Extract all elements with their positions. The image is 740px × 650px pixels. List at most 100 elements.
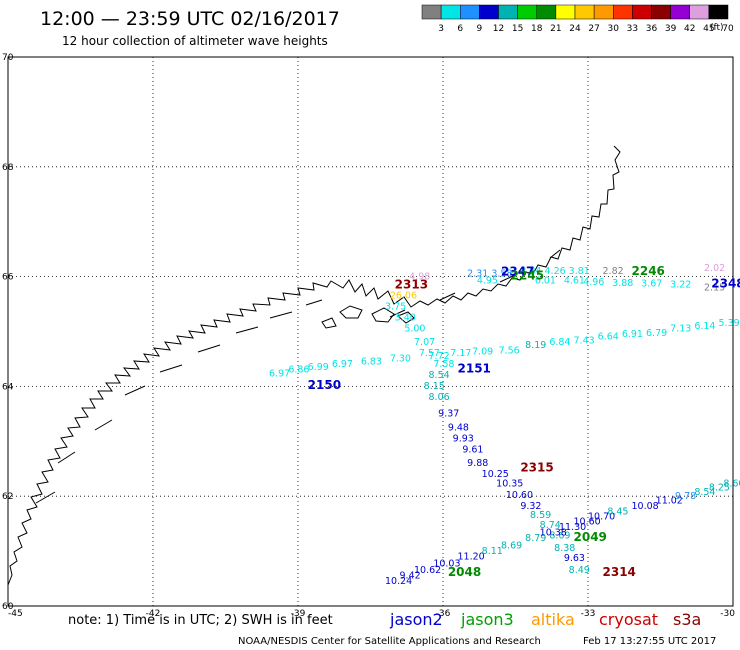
swh-point-label: 3.40 (395, 313, 416, 324)
swh-point-label: 7.43 (574, 336, 595, 347)
swh-point-label: 9.32 (520, 501, 541, 512)
colorbar-label: 9 (477, 24, 483, 34)
swh-points: 2.313.583.844.263.812.822.023.864.956.01… (269, 263, 740, 587)
swh-point-label: 5.39 (719, 318, 740, 329)
swh-point-label: 6.14 (694, 321, 715, 332)
x-tick-label: -42 (146, 609, 161, 619)
swh-point-label: 3.58 (491, 269, 512, 280)
swh-point-label: 4.95 (477, 276, 498, 287)
swh-point-label: 7.72 (429, 351, 450, 362)
colorbar-label: 6 (457, 24, 463, 34)
swh-point-label: 7.17 (450, 348, 471, 359)
legend-altika: altika (531, 610, 575, 629)
colorbar-unit: (ft) (710, 23, 724, 33)
swh-point-label: 7.07 (414, 337, 435, 348)
swh-point-label: 10.60 (574, 517, 601, 528)
legend-jason3: jason3 (460, 610, 514, 629)
colorbar-label: 12 (493, 24, 504, 34)
x-tick-label: -36 (436, 609, 451, 619)
colorbar-label: 39 (665, 24, 677, 34)
x-tick-label: -45 (8, 609, 23, 619)
swh-point-label: 3.88 (612, 278, 633, 289)
pass-label: 2049 (574, 530, 607, 544)
swh-point-label: 7.58 (433, 359, 454, 370)
colorbar-swatch (536, 4, 557, 20)
colorbar-label: 33 (627, 24, 638, 34)
swh-point-label: 10.38 (540, 528, 567, 539)
swh-point-label: 8.69 (501, 540, 522, 551)
swh-point-label: 3.67 (641, 278, 662, 289)
swh-point-label: 8.15 (424, 381, 445, 392)
swh-point-label: 4.96 (583, 277, 604, 288)
swh-point-label: 2.31 (467, 269, 488, 280)
colorbar-swatch (574, 4, 595, 20)
swh-point-label: 6.84 (549, 337, 570, 348)
swh-point-label: 8.60 (723, 478, 740, 489)
swh-point-label: 8.11 (482, 546, 503, 557)
swh-point-label: 10.70 (588, 511, 615, 522)
colorbar-swatch (421, 4, 442, 20)
colorbar-label: 18 (531, 24, 543, 34)
swh-point-label: 8.06 (429, 392, 450, 403)
gridlines (8, 57, 733, 606)
swh-point-label: 8.49 (569, 565, 590, 576)
swh-point-label: 9.61 (462, 444, 483, 455)
swh-point-label: 6.64 (598, 332, 619, 343)
swh-point-label: 8.38 (554, 543, 575, 554)
swh-point-label: 8.19 (525, 340, 546, 351)
pass-label: 2151 (458, 362, 491, 376)
coastline-islands (321, 305, 415, 329)
swh-point-label: 5.00 (404, 324, 425, 335)
colorbar-swatch (498, 4, 518, 20)
swh-point-label: 3.81 (569, 266, 590, 277)
chart-subtitle: 12 hour collection of altimeter wave hei… (62, 34, 328, 48)
y-tick-label: 62 (2, 492, 13, 502)
colorbar-swatch (689, 4, 710, 20)
swh-point-label: 8.79 (525, 533, 546, 544)
colorbar-label: 27 (588, 24, 599, 34)
pass-label: 2048 (448, 565, 481, 579)
colorbar-swatch (440, 4, 461, 20)
colorbar-swatch (632, 4, 652, 20)
colorbar-swatch (613, 4, 633, 20)
swh-point-label: 6.79 (646, 328, 667, 339)
swh-point-label: 2.82 (603, 266, 624, 277)
legend-cryosat: cryosat (599, 610, 658, 629)
swh-point-label: 7.13 (670, 324, 691, 335)
legend-s3a: s3a (673, 610, 701, 629)
chart-title: 12:00 — 23:59 UTC 02/16/2017 (40, 8, 340, 30)
colorbar-swatch (593, 4, 614, 20)
colorbar-swatch (517, 4, 537, 20)
greenland-coastline (7, 145, 621, 586)
pass-label: 2347 (501, 265, 534, 279)
swh-point-label: 11.02 (656, 495, 683, 506)
y-tick-label: 70 (2, 53, 14, 63)
y-tick-label: 64 (2, 382, 14, 392)
swh-point-label: 9.63 (564, 553, 585, 564)
credit-text: NOAA/NESDIS Center for Satellite Applica… (238, 636, 541, 647)
colorbar-label: 30 (608, 24, 620, 34)
swh-point-label: 4.98 (409, 271, 430, 282)
swh-point-label: 9.42 (400, 571, 421, 582)
swh-point-label: 8.45 (607, 506, 628, 517)
swh-point-label: 6.97 (332, 359, 353, 370)
swh-point-label: 10.08 (632, 501, 659, 512)
colorbar-label: 42 (684, 24, 695, 34)
swh-point-label: 3.75 (385, 302, 406, 313)
colorbar-swatch (670, 4, 690, 20)
plot-frame (7, 56, 734, 607)
timestamp-text: Feb 17 13:27:55 UTC 2017 (583, 636, 716, 647)
colorbar-swatch (708, 4, 729, 20)
colorbar-label: 45 (703, 24, 714, 34)
x-tick-label: -30 (720, 609, 735, 619)
colorbar-label: 21 (550, 24, 561, 34)
swh-point-label: 8.54 (694, 487, 715, 498)
swh-point-label: 6.83 (361, 356, 382, 367)
swh-point-label: 10.62 (414, 565, 441, 576)
swh-point-label: 2.02 (704, 263, 725, 274)
swh-point-label: 2.15 (704, 282, 725, 293)
pass-label: 2245 (511, 268, 544, 282)
swh-point-label: 6.01 (535, 276, 556, 287)
pass-label: 2315 (520, 460, 553, 474)
